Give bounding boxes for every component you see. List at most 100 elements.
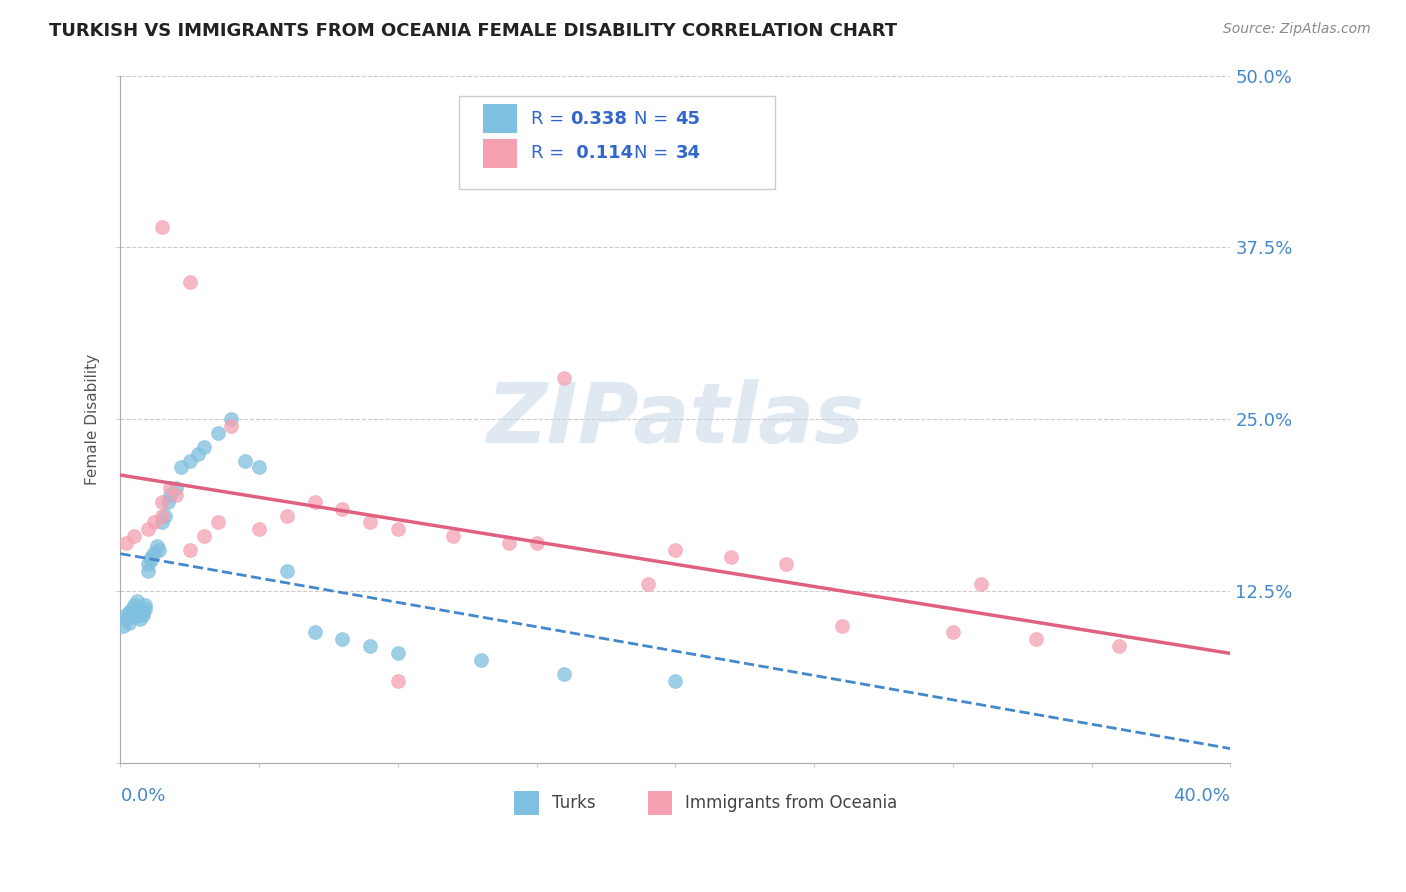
FancyBboxPatch shape: [458, 96, 775, 189]
Text: R =: R =: [531, 145, 569, 162]
Point: [775, 557, 797, 571]
Point: [115, 612, 138, 626]
Point: [118, 615, 141, 630]
Point: [179, 542, 201, 557]
FancyBboxPatch shape: [484, 104, 516, 133]
Point: [121, 602, 143, 616]
Point: [304, 495, 326, 509]
Point: [387, 522, 409, 536]
Point: [664, 542, 686, 557]
Text: 0.114: 0.114: [569, 145, 633, 162]
Point: [276, 508, 298, 523]
Point: [128, 607, 150, 622]
Point: [969, 577, 991, 591]
Point: [134, 598, 156, 612]
Point: [1025, 632, 1047, 647]
Point: [470, 653, 492, 667]
Point: [304, 625, 326, 640]
Point: [831, 618, 853, 632]
Point: [156, 495, 179, 509]
Point: [134, 602, 156, 616]
Point: [553, 666, 575, 681]
Text: Turks: Turks: [553, 794, 596, 812]
Text: Source: ZipAtlas.com: Source: ZipAtlas.com: [1223, 22, 1371, 37]
Point: [221, 412, 243, 426]
Point: [498, 536, 520, 550]
Point: [247, 460, 270, 475]
Point: [159, 488, 181, 502]
Text: 45: 45: [675, 110, 700, 128]
Point: [131, 607, 153, 622]
Point: [276, 564, 298, 578]
Text: Immigrants from Oceania: Immigrants from Oceania: [685, 794, 897, 812]
Point: [187, 447, 209, 461]
Point: [153, 508, 176, 523]
Point: [165, 488, 187, 502]
FancyBboxPatch shape: [484, 139, 516, 168]
Text: TURKISH VS IMMIGRANTS FROM OCEANIA FEMALE DISABILITY CORRELATION CHART: TURKISH VS IMMIGRANTS FROM OCEANIA FEMAL…: [49, 22, 897, 40]
Point: [637, 577, 659, 591]
Point: [136, 522, 159, 536]
Point: [142, 516, 165, 530]
Point: [247, 522, 270, 536]
Point: [115, 607, 138, 622]
Point: [142, 546, 165, 560]
Point: [359, 639, 381, 653]
Point: [150, 219, 173, 234]
Text: R =: R =: [531, 110, 569, 128]
Point: [387, 673, 409, 688]
Point: [170, 460, 193, 475]
Text: 40.0%: 40.0%: [1174, 787, 1230, 805]
Text: N =: N =: [634, 110, 675, 128]
Point: [128, 612, 150, 626]
Point: [139, 552, 162, 566]
Point: [441, 529, 464, 543]
Point: [221, 419, 243, 434]
Point: [1108, 639, 1130, 653]
Point: [359, 516, 381, 530]
FancyBboxPatch shape: [648, 790, 672, 814]
Point: [526, 536, 548, 550]
Point: [179, 453, 201, 467]
Point: [136, 557, 159, 571]
Point: [124, 610, 146, 624]
Point: [332, 501, 354, 516]
Point: [150, 495, 173, 509]
Point: [179, 275, 201, 289]
Point: [207, 425, 229, 440]
Point: [139, 549, 162, 564]
Point: [145, 539, 167, 553]
Point: [207, 516, 229, 530]
Text: 0.0%: 0.0%: [121, 787, 166, 805]
Point: [121, 607, 143, 622]
Point: [720, 549, 742, 564]
Point: [387, 646, 409, 660]
Point: [115, 536, 138, 550]
Point: [118, 605, 141, 619]
Text: 34: 34: [675, 145, 700, 162]
Point: [150, 516, 173, 530]
Point: [159, 481, 181, 495]
Point: [233, 453, 256, 467]
Point: [165, 481, 187, 495]
Text: N =: N =: [634, 145, 675, 162]
Point: [127, 602, 149, 616]
Point: [193, 529, 215, 543]
Point: [148, 542, 170, 557]
Point: [332, 632, 354, 647]
Point: [150, 508, 173, 523]
Point: [112, 618, 135, 632]
Point: [124, 529, 146, 543]
FancyBboxPatch shape: [515, 790, 538, 814]
Point: [131, 605, 153, 619]
Point: [664, 673, 686, 688]
Point: [136, 564, 159, 578]
Point: [553, 371, 575, 385]
Text: 0.338: 0.338: [569, 110, 627, 128]
Point: [124, 598, 146, 612]
Point: [942, 625, 965, 640]
Y-axis label: Female Disability: Female Disability: [86, 354, 100, 485]
Text: ZIPatlas: ZIPatlas: [486, 379, 865, 459]
Point: [127, 594, 149, 608]
Point: [193, 440, 215, 454]
